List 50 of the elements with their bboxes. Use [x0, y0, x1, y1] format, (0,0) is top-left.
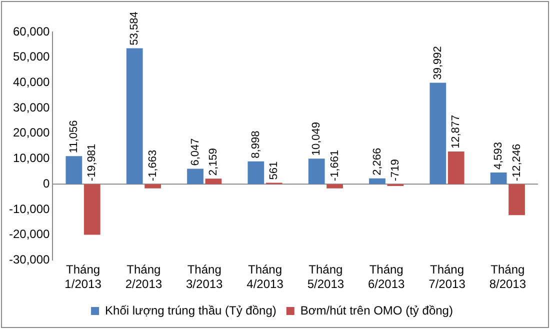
- data-label: 10,049: [310, 122, 323, 156]
- y-tick-label: 30,000: [12, 100, 50, 114]
- data-label: 39,992: [432, 46, 444, 80]
- x-tick-label: Tháng 2/2013: [125, 262, 162, 292]
- bar: [187, 168, 204, 184]
- bar: [448, 151, 464, 184]
- y-tick-label: -20,000: [8, 227, 50, 242]
- data-label: 4,593: [492, 142, 505, 170]
- legend-label: Bơm/hút trên OMO (tỷ đồng): [300, 303, 453, 318]
- y-tick-label: -10,000: [8, 202, 50, 216]
- x-tick-label: Tháng 4/2013: [246, 262, 284, 292]
- data-label: 53,584: [128, 12, 141, 46]
- bar: [248, 161, 264, 184]
- bar: [369, 178, 386, 184]
- bar: [308, 158, 325, 184]
- bar: [144, 184, 161, 188]
- data-label: -719: [389, 159, 402, 182]
- y-tick-label: 50,000: [12, 50, 50, 64]
- legend-label: Khối lượng trúng thầu (Tỷ đồng): [105, 303, 276, 318]
- y-tick-label: 20,000: [12, 126, 50, 140]
- data-label: 6,047: [189, 138, 202, 166]
- bar: [326, 184, 343, 188]
- x-tick-label: Tháng 6/2013: [368, 262, 406, 292]
- bar: [205, 178, 222, 184]
- data-label: 11,056: [68, 120, 80, 154]
- y-tick-label: -30,000: [8, 252, 50, 267]
- data-label: 2,266: [371, 148, 384, 176]
- data-label: -1,663: [146, 150, 159, 182]
- y-tick-label: 60,000: [12, 24, 50, 38]
- data-label: 561: [268, 161, 280, 180]
- x-tick-label: Tháng 1/2013: [64, 262, 102, 292]
- y-tick-label: 0: [43, 176, 50, 190]
- x-tick-label: Tháng 8/2013: [489, 262, 526, 292]
- data-label: 8,998: [250, 130, 262, 158]
- data-label: -19,981: [86, 144, 98, 182]
- x-tick-label: Tháng 5/2013: [307, 262, 344, 292]
- bar: [84, 184, 100, 235]
- y-tick-label: 10,000: [12, 151, 50, 166]
- bar: [430, 82, 446, 184]
- bar: [126, 48, 143, 184]
- bar: [508, 184, 525, 216]
- x-tick-label: Tháng 7/2013: [428, 262, 466, 292]
- data-label: -12,246: [510, 144, 523, 182]
- bar: [66, 156, 82, 184]
- data-label: 12,877: [450, 114, 462, 148]
- bar: [490, 172, 507, 184]
- y-tick-label: 40,000: [12, 75, 50, 90]
- data-label: -1,661: [328, 150, 341, 182]
- data-label: 2,159: [207, 148, 220, 176]
- x-tick-label: Tháng 3/2013: [186, 262, 224, 292]
